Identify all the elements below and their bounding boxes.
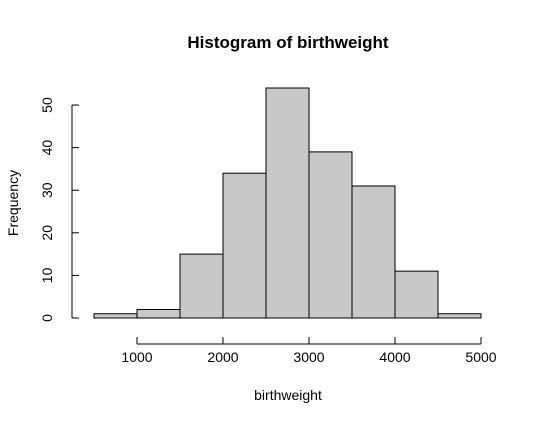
histogram-bar-8 <box>438 314 481 318</box>
y-tick-label-4: 40 <box>39 140 55 156</box>
x-tick-label-2: 3000 <box>293 349 324 365</box>
x-tick-label-4: 5000 <box>465 349 496 365</box>
bars-group <box>94 88 481 318</box>
y-tick-label-5: 50 <box>39 97 55 113</box>
y-axis-label: Frequency <box>5 170 21 236</box>
chart-title: Histogram of birthweight <box>187 33 389 52</box>
y-tick-label-2: 20 <box>39 225 55 241</box>
histogram-bar-1 <box>137 309 180 318</box>
histogram-bar-7 <box>395 271 438 318</box>
y-tick-label-3: 30 <box>39 182 55 198</box>
x-axis: 1000 2000 3000 4000 5000 <box>121 337 496 365</box>
x-tick-label-3: 4000 <box>379 349 410 365</box>
histogram-bar-3 <box>223 173 266 318</box>
histogram-bar-2 <box>180 254 223 318</box>
histogram-bar-6 <box>352 186 395 318</box>
y-axis: 0 10 20 30 40 50 <box>39 97 79 322</box>
x-tick-label-1: 2000 <box>207 349 238 365</box>
x-tick-label-0: 1000 <box>121 349 152 365</box>
y-tick-label-0: 0 <box>39 314 55 322</box>
histogram-bar-0 <box>94 314 137 318</box>
histogram-bar-5 <box>309 152 352 318</box>
x-axis-label: birthweight <box>254 387 322 403</box>
y-tick-label-1: 10 <box>39 267 55 283</box>
histogram-bar-4 <box>266 88 309 318</box>
